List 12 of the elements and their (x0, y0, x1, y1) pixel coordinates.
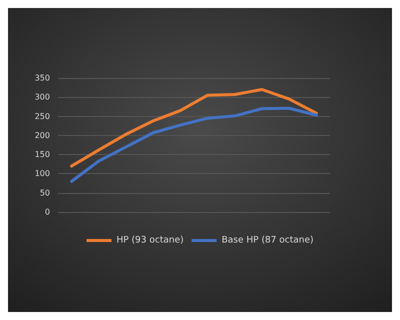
line-series (70, 106, 318, 183)
legend-label: HP (93 octane) (116, 236, 184, 246)
y-tick-label: 150 (34, 150, 50, 160)
y-tick-label: 200 (34, 130, 50, 140)
y-tick-label: 300 (34, 92, 50, 102)
y-tick-label: 100 (34, 169, 50, 178)
y-tick-label: 50 (40, 188, 50, 198)
y-tick-label: 350 (34, 74, 50, 82)
y-tick-label: 0 (44, 208, 50, 216)
line-series (70, 88, 318, 168)
legend-label: Base HP (87 octane) (222, 236, 314, 246)
y-tick-label: 250 (34, 112, 50, 121)
